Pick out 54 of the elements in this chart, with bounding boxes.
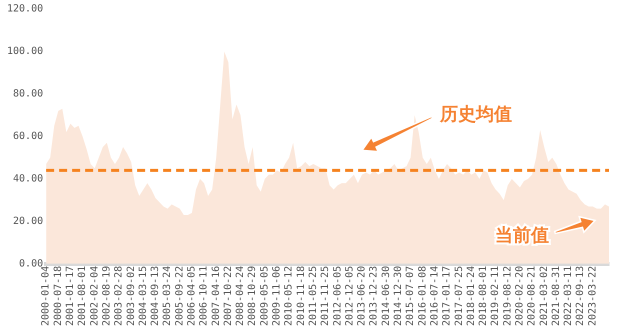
x-tick-label: 2000-07-18 <box>52 266 64 326</box>
x-tick-label: 2002-02-04 <box>89 266 100 326</box>
x-tick-label: 2003-09-02 <box>126 266 137 326</box>
x-tick-label: 2005-03-24 <box>162 266 174 326</box>
x-tick-label: 2010-11-18 <box>296 266 307 326</box>
x-tick-label: 2008-10-29 <box>247 266 258 326</box>
x-tick-label: 2006-10-11 <box>198 266 210 326</box>
x-tick-label: 2013-12-23 <box>368 266 380 326</box>
x-tick-label: 2020-08-21 <box>526 266 538 326</box>
x-tick-label: 2016-07-14 <box>429 266 440 326</box>
x-tick-label: 2020-02-20 <box>514 266 526 326</box>
x-tick-label: 2012-06-05 <box>332 266 344 326</box>
x-tick-label: 2017-01-17 <box>442 266 453 326</box>
y-tick-label: 40.00 <box>13 173 44 184</box>
y-tick-label: 100.00 <box>7 46 44 58</box>
x-tick-label: 2011-05-25 <box>308 266 319 326</box>
y-tick-label: 80.00 <box>13 88 44 100</box>
ref-line-label: 历史均值 <box>439 104 512 126</box>
x-tick-label: 2012-12-05 <box>344 266 356 326</box>
x-tick-label: 2022-09-13 <box>575 266 586 326</box>
y-tick-label: 120.00 <box>7 4 44 15</box>
x-tick-label: 2021-08-31 <box>550 266 562 326</box>
x-tick-label: 2016-01-08 <box>417 266 428 326</box>
x-tick-label: 2021-03-02 <box>538 266 550 326</box>
x-tick-label: 2019-02-11 <box>490 266 502 326</box>
x-tick-label: 2005-09-22 <box>174 266 186 326</box>
x-tick-label: 2004-09-13 <box>150 266 162 326</box>
x-tick-label: 2010-05-12 <box>284 266 295 326</box>
x-tick-label: 2014-06-30 <box>380 266 392 326</box>
x-tick-label: 2008-04-24 <box>235 266 246 326</box>
x-tick-label: 2023-03-22 <box>587 266 598 326</box>
x-tick-label: 2007-10-22 <box>222 266 234 326</box>
x-tick-label: 2019-08-12 <box>502 266 514 326</box>
x-tick-label: 2009-11-06 <box>272 266 283 326</box>
x-tick-label: 2001-01-17 <box>65 266 76 326</box>
x-tick-label: 2013-06-20 <box>356 266 368 326</box>
x-tick-label: 2011-11-25 <box>320 266 332 326</box>
x-tick-label: 2002-08-19 <box>101 266 112 326</box>
x-tick-label: 2017-07-25 <box>454 266 465 326</box>
y-tick-label: 20.00 <box>13 216 44 227</box>
y-tick-label: 60.00 <box>13 130 44 142</box>
x-tick-label: 2001-08-01 <box>77 266 88 326</box>
x-tick-label: 2018-01-24 <box>466 266 477 326</box>
x-tick-label: 2022-03-11 <box>563 266 574 326</box>
x-tick-label: 2004-03-15 <box>138 266 149 326</box>
x-tick-label: 2006-04-05 <box>186 266 198 326</box>
x-tick-label: 2014-12-30 <box>393 266 404 326</box>
x-tick-label: 2015-07-07 <box>405 266 416 326</box>
x-tick-label: 2007-04-16 <box>210 266 222 326</box>
x-tick-label: 2009-05-05 <box>259 266 270 326</box>
x-tick-label: 2018-08-01 <box>478 266 490 326</box>
x-tick-label: 2000-01-04 <box>40 266 52 326</box>
annotation: 当前值 <box>495 225 549 246</box>
x-tick-label: 2003-02-28 <box>114 266 125 326</box>
